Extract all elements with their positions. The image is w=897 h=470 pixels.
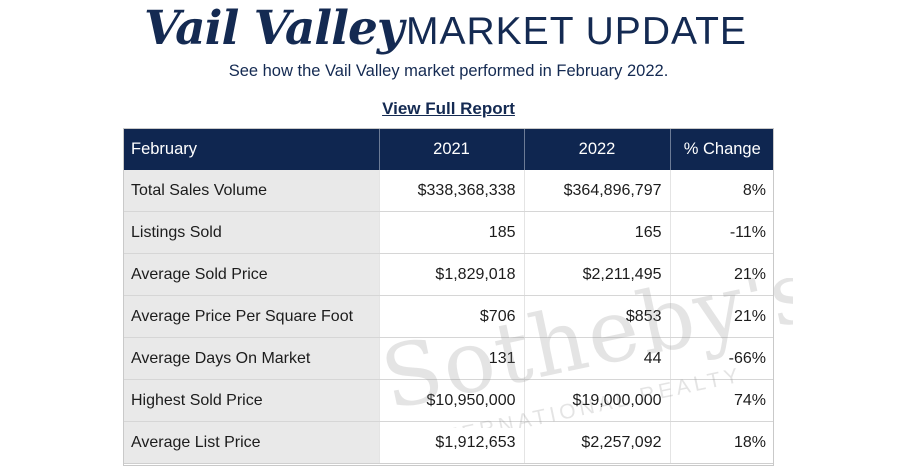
- value-2022: $364,896,797: [524, 170, 671, 212]
- percent-change: 18%: [670, 421, 774, 464]
- value-2021: $338,368,338: [379, 170, 525, 212]
- value-2021: 185: [379, 211, 525, 254]
- page-title: MARKET UPDATE: [406, 10, 747, 53]
- table-row: Average List Price $1,912,653 $2,257,092…: [123, 421, 774, 464]
- view-full-report-link[interactable]: View Full Report: [382, 99, 515, 118]
- table-row: Average Days On Market 131 44 -66%: [123, 337, 774, 380]
- value-2021: $706: [379, 295, 525, 338]
- metric-label: Total Sales Volume: [123, 170, 380, 212]
- column-header-percent-change: % Change: [670, 128, 774, 170]
- value-2022: $2,257,092: [524, 421, 671, 464]
- metric-label: Average List Price: [123, 421, 380, 464]
- page-subtitle: See how the Vail Valley market performed…: [228, 62, 669, 80]
- value-2022: $19,000,000: [524, 379, 671, 422]
- table-row: Average Sold Price $1,829,018 $2,211,495…: [123, 253, 774, 296]
- value-2022: 165: [524, 211, 671, 254]
- percent-change: 21%: [670, 295, 774, 338]
- value-2021: 131: [379, 337, 525, 380]
- value-2021: $1,912,653: [379, 421, 525, 464]
- percent-change: 8%: [670, 170, 774, 212]
- market-data-table: February 2021 2022 % Change Total Sales …: [123, 128, 774, 464]
- percent-change: -11%: [670, 211, 774, 254]
- table-header-row: February 2021 2022 % Change: [123, 128, 774, 170]
- metric-label: Average Price Per Square Foot: [123, 295, 380, 338]
- column-header-month: February: [123, 128, 380, 170]
- value-2022: $2,211,495: [524, 253, 671, 296]
- value-2021: $10,950,000: [379, 379, 525, 422]
- table-row: Highest Sold Price $10,950,000 $19,000,0…: [123, 379, 774, 422]
- metric-label: Average Days On Market: [123, 337, 380, 380]
- metric-label: Average Sold Price: [123, 253, 380, 296]
- value-2022: 44: [524, 337, 671, 380]
- value-2021: $1,829,018: [379, 253, 525, 296]
- metric-label: Highest Sold Price: [123, 379, 380, 422]
- value-2022: $853: [524, 295, 671, 338]
- market-table-container: February 2021 2022 % Change Total Sales …: [123, 128, 793, 466]
- column-header-2021: 2021: [379, 128, 525, 170]
- page-header: Vail Valley MARKET UPDATE: [0, 0, 897, 60]
- table-row: Total Sales Volume $338,368,338 $364,896…: [123, 170, 774, 212]
- percent-change: 21%: [670, 253, 774, 296]
- metric-label: Listings Sold: [123, 211, 380, 254]
- column-header-2022: 2022: [524, 128, 671, 170]
- table-row: Listings Sold 185 165 -11%: [123, 211, 774, 254]
- brand-title: Vail Valley: [144, 1, 404, 56]
- percent-change: -66%: [670, 337, 774, 380]
- percent-change: 74%: [670, 379, 774, 422]
- table-row: Average Price Per Square Foot $706 $853 …: [123, 295, 774, 338]
